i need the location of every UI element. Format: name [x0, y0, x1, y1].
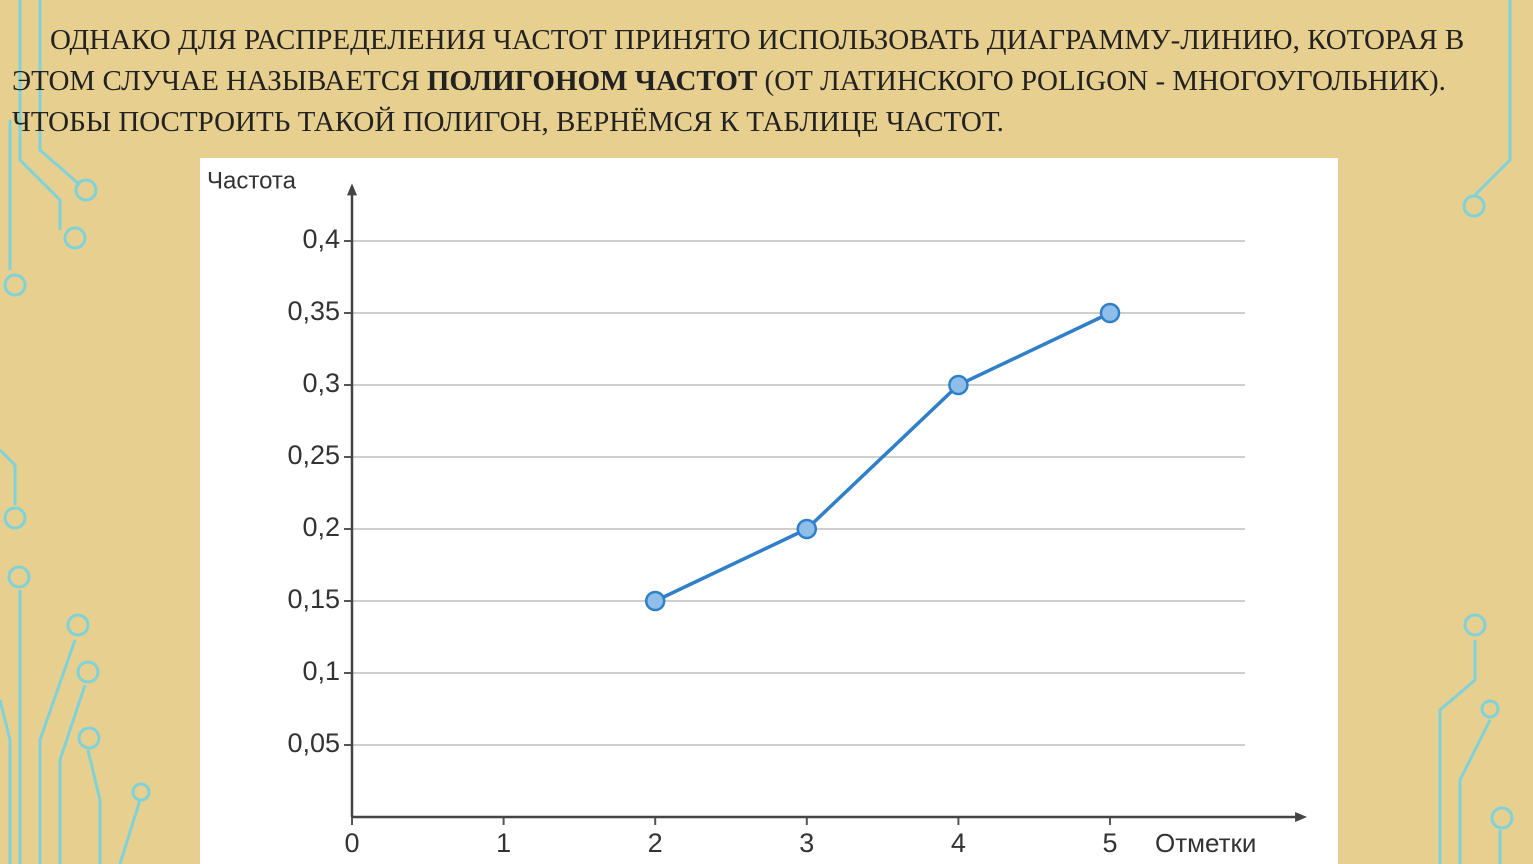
y-tick-label: 0,4: [302, 224, 340, 254]
y-axis-arrow: [347, 183, 357, 196]
y-tick-label: 0,25: [287, 440, 340, 470]
x-tick-label: 5: [1102, 828, 1117, 858]
paragraph: ОДНАКО ДЛЯ РАСПРЕДЕЛЕНИЯ ЧАСТОТ ПРИНЯТО …: [12, 20, 1482, 143]
y-tick-label: 0,05: [287, 728, 340, 758]
data-point: [1099, 302, 1121, 324]
x-tick-label: 2: [648, 828, 663, 858]
y-tick-label: 0,2: [302, 512, 340, 542]
y-tick-label: 0,35: [287, 296, 340, 326]
x-tick-label: 1: [496, 828, 511, 858]
y-tick-label: 0,15: [287, 584, 340, 614]
text: ОДНАКО ДЛЯ РАСПРЕДЕЛЕНИЯ ЧАСТОТ ПРИНЯТО …: [12, 24, 1465, 97]
y-axis-label: Частота: [207, 167, 297, 194]
data-point: [644, 590, 666, 612]
chart-panel: [200, 158, 1338, 864]
y-tick-label: 0,3: [302, 368, 340, 398]
x-axis-label: Отметки: [1155, 828, 1256, 858]
data-point: [948, 374, 969, 396]
bold-text: ПОЛИГОНОМ ЧАСТОТ: [426, 65, 758, 97]
data-point: [796, 518, 818, 540]
text: (ОТ ЛАТИНСКОГО POLIGON - МНОГОУГОЛЬНИК).…: [12, 65, 1446, 138]
y-tick-label: 0,1: [302, 656, 340, 686]
x-tick-label: 4: [951, 828, 966, 858]
x-tick-label: 3: [799, 828, 814, 858]
x-tick-label: 0: [344, 828, 359, 858]
data-line: [654, 311, 1111, 603]
x-axis-arrow: [1295, 812, 1308, 822]
